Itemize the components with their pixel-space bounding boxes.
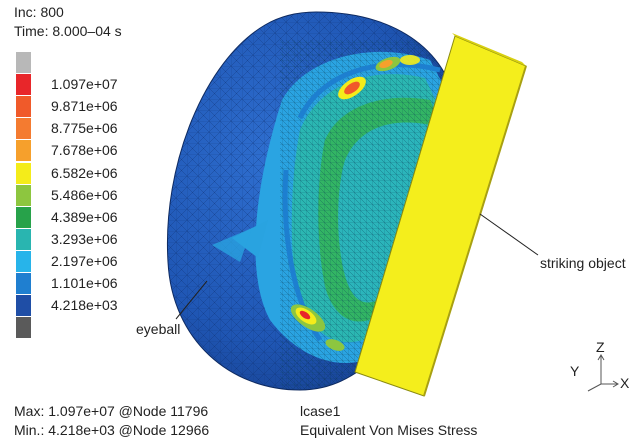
legend-value: 1.101e+06 bbox=[51, 275, 118, 291]
legend-value: 6.582e+06 bbox=[51, 164, 118, 181]
legend-value: 4.218e+03 bbox=[51, 297, 118, 314]
striking-object-label: striking object bbox=[540, 255, 626, 271]
legend-swatch bbox=[16, 228, 31, 250]
time-label: Time: 8.000–04 s bbox=[14, 23, 122, 39]
max-stat: Max: 1.097e+07 @Node 11796 bbox=[14, 403, 209, 419]
legend-swatch bbox=[16, 273, 31, 294]
legend-value: 5.486e+06 bbox=[51, 186, 118, 203]
eyeball-label: eyeball bbox=[136, 321, 180, 337]
legend-value: 9.871e+06 bbox=[51, 98, 118, 115]
axis-y-label: Y bbox=[570, 363, 580, 379]
axis-triad bbox=[587, 354, 619, 392]
legend-swatch bbox=[16, 295, 31, 317]
legend-swatch bbox=[16, 74, 31, 96]
legend-swatch bbox=[16, 52, 31, 73]
load-case-label: lcase1 bbox=[300, 403, 341, 419]
legend-value: 7.678e+06 bbox=[51, 142, 118, 159]
increment-label: Inc: 800 bbox=[14, 4, 64, 20]
striking-object-leader bbox=[479, 213, 539, 256]
legend-swatch bbox=[16, 184, 31, 206]
result-quantity-label: Equivalent Von Mises Stress bbox=[300, 422, 478, 438]
legend-value: 2.197e+06 bbox=[51, 252, 118, 269]
legend-swatch bbox=[16, 317, 31, 339]
eyeball-leader bbox=[175, 280, 208, 320]
legend-value: 3.293e+06 bbox=[51, 230, 118, 247]
legend-swatch bbox=[16, 206, 31, 228]
legend-swatch bbox=[16, 140, 31, 162]
legend-value: 4.389e+06 bbox=[51, 208, 118, 225]
legend-swatch bbox=[16, 96, 31, 118]
min-stat: Min.: 4.218e+03 @Node 12966 bbox=[14, 422, 210, 438]
legend-swatch bbox=[16, 250, 31, 272]
axis-z-label: Z bbox=[596, 339, 605, 355]
striking-object bbox=[354, 33, 527, 397]
axis-x-label: X bbox=[620, 375, 630, 391]
legend-swatch bbox=[16, 118, 31, 140]
legend-value: 8.775e+06 bbox=[51, 120, 118, 137]
legend-swatch bbox=[16, 162, 31, 184]
legend-value: 1.097e+07 bbox=[51, 76, 118, 93]
